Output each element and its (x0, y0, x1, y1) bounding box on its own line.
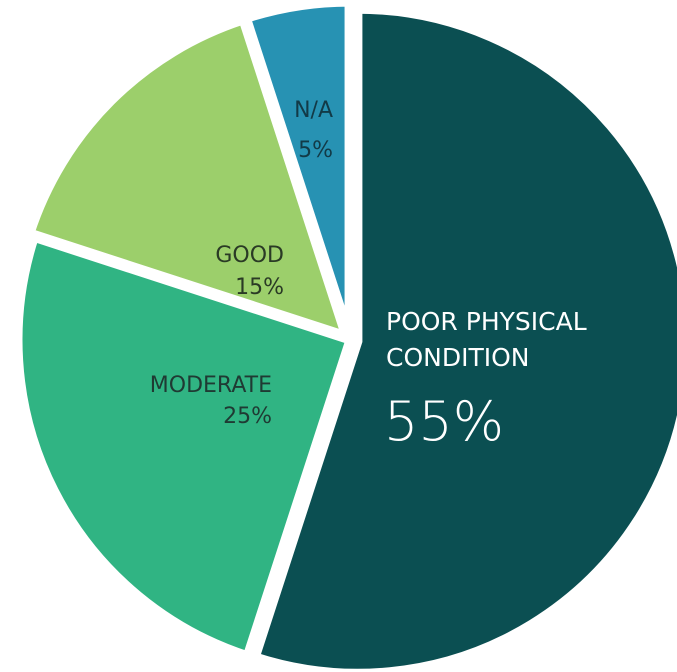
slice-label-na: N/A (294, 98, 333, 123)
slice-label-poor-line2: CONDITION (386, 343, 529, 372)
slice-value-good: 15% (235, 275, 284, 300)
slice-value-na: 5% (298, 138, 333, 163)
pie-slices (13, 0, 677, 672)
slice-label-good: GOOD (215, 243, 284, 268)
slice-label-moderate: MODERATE (150, 373, 272, 398)
pie-labels: POOR PHYSICAL CONDITION 55% MODERATE 25%… (150, 98, 587, 453)
pie-slice-good (24, 14, 353, 343)
pie-slice-poor (249, 4, 677, 672)
slice-label-poor-line1: POOR PHYSICAL (386, 307, 587, 336)
slice-value-moderate: 25% (223, 404, 272, 429)
pie-slice-moderate (13, 231, 356, 662)
slice-value-poor: 55% (384, 390, 504, 453)
pie-slice-na (240, 0, 354, 336)
